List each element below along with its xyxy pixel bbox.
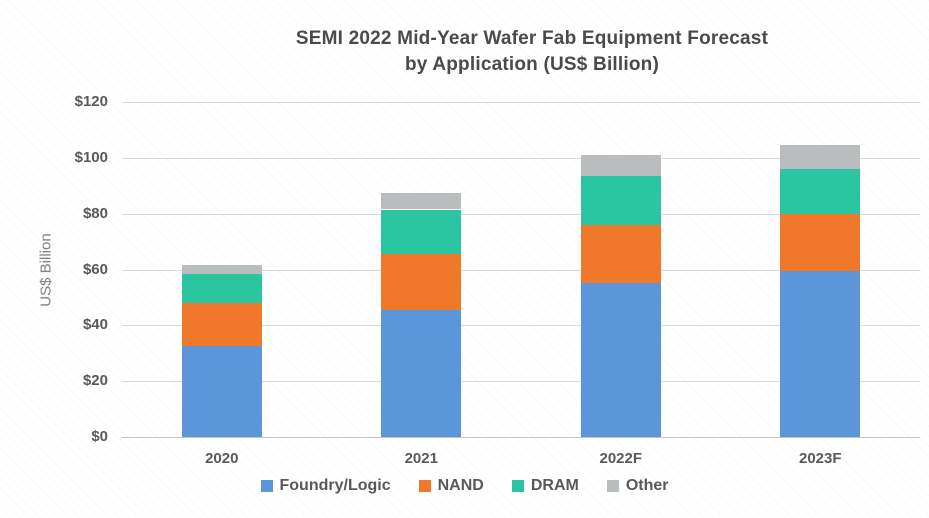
legend: Foundry/Logic NAND DRAM Other xyxy=(0,477,929,495)
gridline xyxy=(122,269,920,271)
legend-label: Foundry/Logic xyxy=(279,477,391,494)
bar-segment xyxy=(181,303,262,347)
gridline xyxy=(122,381,920,383)
plot-area xyxy=(122,102,920,438)
y-tick-label: $60 xyxy=(82,260,108,278)
gridline xyxy=(122,102,920,103)
x-axis-label: 2020 xyxy=(205,450,239,467)
legend-item: Other xyxy=(606,477,669,495)
y-tick-label: $120 xyxy=(74,93,108,110)
y-tick-label: $40 xyxy=(82,316,108,334)
bar-segment xyxy=(580,224,661,284)
bar-segment xyxy=(580,283,661,437)
bar-segment xyxy=(780,270,861,437)
y-tick-label: $0 xyxy=(91,428,108,445)
bar-segment xyxy=(780,213,861,271)
x-axis-label: 2023F xyxy=(798,450,842,467)
legend-item: NAND xyxy=(418,477,484,495)
legend-swatch xyxy=(260,480,273,492)
legend-swatch xyxy=(418,480,431,492)
bar-segment xyxy=(181,265,262,274)
legend-item: Foundry/Logic xyxy=(260,477,391,495)
bar-segment xyxy=(580,176,661,225)
x-axis-line xyxy=(122,437,920,438)
gridline xyxy=(122,325,920,327)
chart-title-line2: by Application (US$ Billion) xyxy=(404,54,659,75)
legend-label: DRAM xyxy=(530,477,579,494)
legend-label: Other xyxy=(625,477,669,494)
y-tick-label: $100 xyxy=(74,148,108,166)
x-axis-label: 2021 xyxy=(404,450,438,467)
y-tick-label: $80 xyxy=(82,204,108,222)
legend-swatch xyxy=(606,480,619,492)
gridline xyxy=(122,213,920,215)
chart-title: SEMI 2022 Mid-Year Wafer Fab Equipment F… xyxy=(122,26,929,78)
legend-swatch xyxy=(511,480,524,492)
legend-item: DRAM xyxy=(511,477,579,495)
bar-segment xyxy=(580,155,661,176)
bar-segment xyxy=(381,309,462,437)
chart-title-line1: SEMI 2022 Mid-Year Wafer Fab Equipment F… xyxy=(295,28,769,49)
bar-segment xyxy=(780,145,861,169)
bar-segment xyxy=(381,209,462,255)
legend-label: NAND xyxy=(437,477,484,494)
y-tick-label: $20 xyxy=(82,372,108,390)
bar-segment xyxy=(381,254,462,310)
gridline xyxy=(122,157,920,159)
bar-segment xyxy=(381,192,462,210)
x-axis-label: 2022F xyxy=(599,450,643,467)
bar-segment xyxy=(780,169,861,214)
bar-segment xyxy=(181,273,262,303)
bar-segment xyxy=(181,346,262,437)
